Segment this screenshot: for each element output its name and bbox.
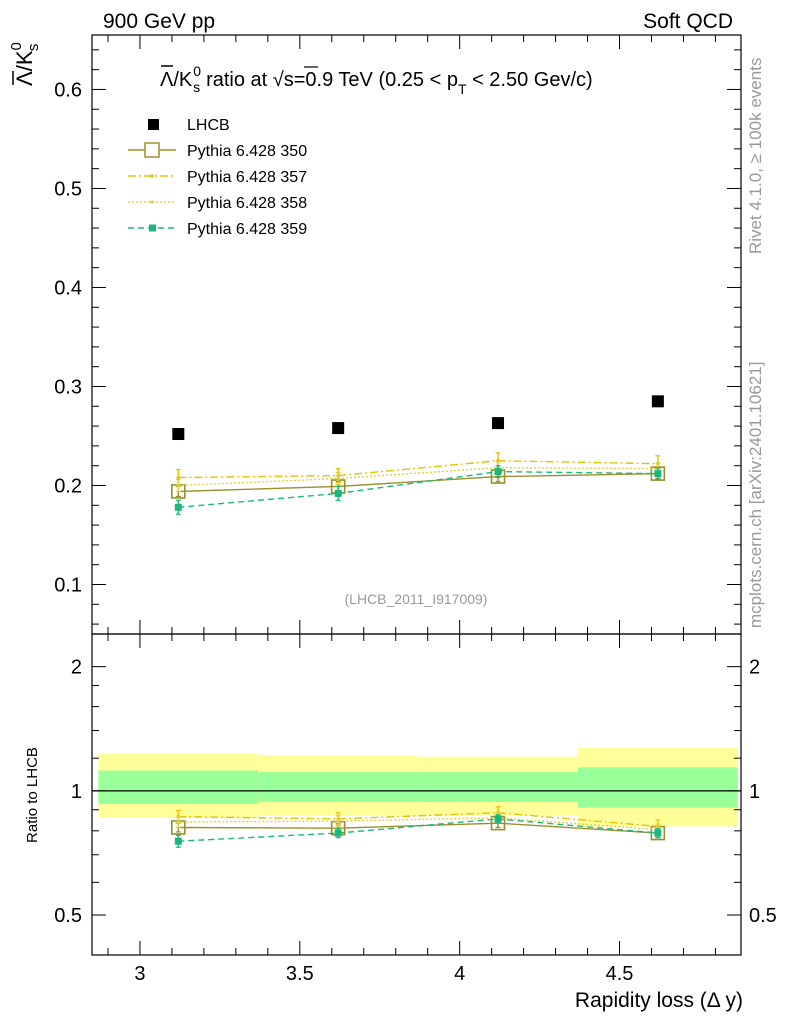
- header-left-label: 900 GeV pp: [103, 10, 215, 33]
- ratio-series-line: [178, 812, 658, 828]
- ratio-series-3: [174, 814, 662, 848]
- main-series-0: [172, 395, 664, 441]
- title-range-end: < 2.50 Gev/c): [467, 69, 593, 91]
- ratio-y-tick-label-left: 1: [71, 781, 82, 803]
- ratio-data-point: [174, 837, 182, 845]
- main-y-tick-label: 0.5: [54, 178, 82, 200]
- main-plot-title: Λ/K0 s ratio at √s=0.9 TeV (0.25 < pT < 2.…: [160, 63, 593, 97]
- x-tick-label: 4: [454, 963, 465, 985]
- rivet-version-label: Rivet 4.1.0, ≥ 100k events: [746, 58, 765, 254]
- main-data-point: [651, 395, 664, 408]
- title-k-superscript: 0: [193, 63, 201, 79]
- main-series-line: [178, 472, 658, 493]
- x-tick-label: 4.5: [606, 963, 634, 985]
- title-pt-subscript: T: [458, 81, 467, 97]
- ratio-plot-series: [171, 806, 666, 848]
- main-data-point: [334, 489, 342, 497]
- ratio-uncertainty-band-inner: [258, 772, 419, 802]
- ratio-data-point: [176, 820, 181, 824]
- legend-item: Pythia 6.428 359: [128, 221, 307, 238]
- main-y-tick-label: 0.3: [54, 376, 82, 398]
- title-energy-text: s=0.9 TeV (0.25 < p: [284, 69, 458, 91]
- ratio-y-tick-label-right: 1: [749, 781, 760, 803]
- main-data-point: [174, 503, 182, 511]
- main-plot-series: [171, 395, 666, 515]
- main-data-point: [176, 483, 181, 488]
- main-series-line: [178, 460, 658, 479]
- x-tick-label: 3: [134, 963, 145, 985]
- ylabel-k-sup: 0: [8, 42, 25, 50]
- main-y-tick-label: 0.2: [54, 475, 82, 497]
- main-data-point: [494, 468, 502, 476]
- legend-label: Pythia 6.428 359: [187, 221, 307, 238]
- ratio-y-tick-label-left: 2: [71, 657, 82, 679]
- ratio-y-tick-label-right: 0.5: [749, 905, 777, 927]
- main-y-axis-label: Λ/K0s: [8, 42, 42, 86]
- ylabel-k: K: [12, 50, 37, 65]
- ratio-y-tick-label-right: 2: [749, 657, 760, 679]
- main-data-point: [336, 476, 340, 481]
- legend-marker: [149, 224, 156, 232]
- legend-item: Pythia 6.428 350: [128, 142, 307, 160]
- main-data-point: [176, 475, 181, 480]
- title-k-symbol: K: [179, 69, 193, 91]
- ratio-uncertainty-band-inner: [98, 770, 259, 804]
- x-tick-label: 3.5: [286, 963, 314, 985]
- ylabel-lambda: Λ: [12, 71, 37, 86]
- main-data-point: [172, 428, 185, 441]
- main-series-line: [178, 470, 658, 508]
- ratio-data-point: [494, 815, 502, 823]
- ratio-uncertainty-band-inner: [418, 772, 578, 802]
- ratio-data-point: [334, 829, 342, 837]
- ratio-series-line: [178, 818, 658, 842]
- legend-marker: [148, 119, 159, 130]
- ratio-plot-background: [92, 748, 741, 827]
- header-right-label: Soft QCD: [643, 10, 733, 33]
- legend-label: LHCB: [187, 117, 230, 134]
- ratio-data-point: [336, 819, 340, 823]
- main-data-point: [654, 470, 662, 478]
- ratio-plot-axes: 0.5 0.5 1 1 2 2 3 3.5 4 4.5: [54, 633, 777, 985]
- ratio-y-axis-label: Ratio to LHCB: [24, 747, 41, 843]
- main-y-tick-label: 0.4: [54, 277, 82, 299]
- main-data-point: [332, 422, 345, 435]
- main-data-point: [492, 417, 505, 430]
- ylabel-slash: /: [12, 64, 37, 71]
- ratio-plot-frame: [91, 633, 742, 956]
- ratio-uncertainty-band-inner: [577, 767, 738, 808]
- main-series-line: [178, 466, 658, 487]
- title-slash: /: [173, 69, 179, 91]
- analysis-id-watermark: (LHCB_2011_I917009): [345, 591, 488, 607]
- legend-label: Pythia 6.428 350: [187, 143, 307, 160]
- ylabel-k-sub: s: [25, 44, 42, 52]
- ratio-y-tick-label-left: 0.5: [54, 905, 82, 927]
- svg-text:Λ/K0s: Λ/K0s: [8, 42, 42, 86]
- legend-item: LHCB: [148, 117, 230, 134]
- legend-label: Pythia 6.428 358: [187, 195, 307, 212]
- ratio-data-point: [654, 829, 662, 837]
- main-y-tick-label: 0.6: [54, 79, 82, 101]
- main-y-tick-label: 0.1: [54, 574, 82, 596]
- legend-marker: [150, 200, 154, 204]
- legend-label: Pythia 6.428 357: [187, 169, 307, 186]
- legend: LHCB Pythia 6.428 350 Pythia 6.428 357 Pyth…: [128, 117, 307, 238]
- legend-item: Pythia 6.428 358: [128, 195, 307, 212]
- mcplots-label: mcplots.cern.ch [arXiv:2401.10621]: [746, 362, 765, 628]
- title-lambda-symbol: Λ: [160, 69, 174, 91]
- title-k-subscript: s: [193, 79, 200, 95]
- legend-marker: [150, 174, 154, 178]
- main-series-2: [175, 452, 661, 487]
- main-series-4: [174, 465, 662, 515]
- x-axis-label: Rapidity loss (Δ y): [575, 989, 743, 1012]
- legend-marker: [144, 142, 160, 158]
- title-sqrt-symbol: √: [273, 69, 284, 91]
- title-ratio-text: ratio at: [206, 69, 273, 91]
- legend-item: Pythia 6.428 357: [128, 169, 307, 186]
